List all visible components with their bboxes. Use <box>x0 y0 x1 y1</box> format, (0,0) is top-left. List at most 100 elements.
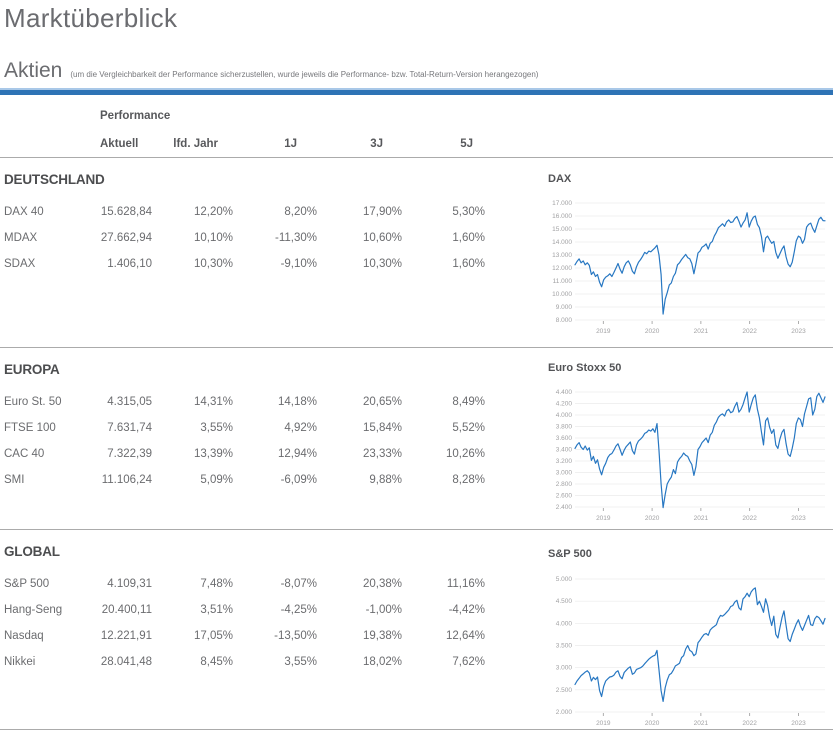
aktien-header: Aktien (um die Vergleichbarkeit der Perf… <box>4 58 833 84</box>
value-lfd-jahr: 8,45% <box>200 656 233 668</box>
value-aktuell: 11.106,24 <box>101 474 152 486</box>
value-1j: 8,20% <box>284 206 317 218</box>
index-name: SDAX <box>4 258 36 270</box>
svg-text:3.800: 3.800 <box>556 424 573 431</box>
section-rows: Euro St. 50 4.315,05 14,31% 14,18% 20,65… <box>4 389 548 493</box>
value-1j: 4,92% <box>284 422 317 434</box>
section-deutschland: DEUTSCHLAND DAX 40 15.628,84 12,20% 8,20… <box>0 158 833 348</box>
value-5j: 7,62% <box>452 656 485 668</box>
value-lfd-jahr: 5,09% <box>200 474 233 486</box>
value-lfd-jahr: 12,20% <box>193 206 233 218</box>
svg-text:4.200: 4.200 <box>556 401 573 408</box>
table-row: Nasdaq 12.221,91 17,05% -13,50% 19,38% 1… <box>4 623 548 649</box>
value-aktuell: 20.400,11 <box>101 604 152 616</box>
value-5j: 1,60% <box>452 258 485 270</box>
aktien-title: Aktien <box>4 59 63 82</box>
index-name: Nasdaq <box>4 630 44 642</box>
svg-text:2020: 2020 <box>645 515 660 522</box>
svg-text:2.600: 2.600 <box>556 493 573 500</box>
svg-text:2022: 2022 <box>742 515 757 522</box>
value-lfd-jahr: 3,55% <box>200 422 233 434</box>
value-1j: 12,94% <box>277 448 317 460</box>
table-row: SDAX 1.406,10 10,30% -9,10% 10,30% 1,60% <box>4 251 548 277</box>
svg-text:2022: 2022 <box>742 720 757 727</box>
column-group-label: Performance <box>100 110 171 122</box>
value-lfd-jahr: 14,31% <box>193 396 233 408</box>
value-1j: -8,07% <box>280 578 317 590</box>
value-1j: -13,50% <box>274 630 317 642</box>
value-5j: -4,42% <box>448 604 485 616</box>
chart-sp500: S&P 500 5.000 4.500 4.000 3.500 3.000 2.500 2.… <box>548 530 829 729</box>
value-lfd-jahr: 3,51% <box>200 604 233 616</box>
svg-text:2.000: 2.000 <box>556 709 573 716</box>
section-title: GLOBAL <box>4 544 60 559</box>
table-row: S&P 500 4.109,31 7,48% -8,07% 20,38% 11,… <box>4 571 548 597</box>
index-name: Euro St. 50 <box>4 396 62 408</box>
column-header-5j: 5J <box>460 137 473 150</box>
value-5j: 5,30% <box>452 206 485 218</box>
value-3j: 9,88% <box>369 474 402 486</box>
value-aktuell: 7.322,39 <box>107 448 152 460</box>
value-lfd-jahr: 7,48% <box>200 578 233 590</box>
table-row: SMI 11.106,24 5,09% -6,09% 9,88% 8,28% <box>4 467 548 493</box>
value-1j: -6,09% <box>280 474 317 486</box>
svg-text:15.000: 15.000 <box>552 226 572 233</box>
value-3j: 20,65% <box>362 396 402 408</box>
value-3j: 17,90% <box>362 206 402 218</box>
column-header-3j: 3J <box>370 137 383 150</box>
svg-text:12.000: 12.000 <box>552 265 572 272</box>
svg-text:2023: 2023 <box>791 720 806 727</box>
table-row: Hang-Seng 20.400,11 3,51% -4,25% -1,00% … <box>4 597 548 623</box>
value-3j: 23,33% <box>362 448 402 460</box>
chart-euro-stoxx-50: Euro Stoxx 50 4.400 4.200 4.000 3.800 3.600 3… <box>548 348 829 529</box>
value-3j: -1,00% <box>365 604 402 616</box>
table-row: DAX 40 15.628,84 12,20% 8,20% 17,90% 5,3… <box>4 199 548 225</box>
svg-text:3.000: 3.000 <box>556 470 573 477</box>
value-5j: 1,60% <box>452 232 485 244</box>
sp500-line-chart: 5.000 4.500 4.000 3.500 3.000 2.500 2.000 2019 2… <box>556 576 826 727</box>
value-1j: -4,25% <box>280 604 317 616</box>
value-1j: 14,18% <box>277 396 317 408</box>
svg-text:8.000: 8.000 <box>556 317 573 324</box>
svg-text:4.000: 4.000 <box>556 620 573 627</box>
aktien-note: (um die Vergleichbarkeit der Performance… <box>70 70 539 79</box>
svg-text:3.500: 3.500 <box>556 643 573 650</box>
accent-divider <box>0 88 833 95</box>
svg-text:4.500: 4.500 <box>556 598 573 605</box>
chart-dax: DAX 17.000 16.000 15.000 14.000 13.000 12.000… <box>548 158 829 347</box>
svg-text:10.000: 10.000 <box>552 291 572 298</box>
table-row: MDAX 27.662,94 10,10% -11,30% 10,60% 1,6… <box>4 225 548 251</box>
index-name: Hang-Seng <box>4 604 63 616</box>
column-header-lfd-jahr: lfd. Jahr <box>173 137 218 150</box>
value-5j: 5,52% <box>452 422 485 434</box>
svg-text:2021: 2021 <box>694 515 709 522</box>
value-aktuell: 27.662,94 <box>100 232 152 244</box>
svg-text:3.400: 3.400 <box>556 447 573 454</box>
table-row: FTSE 100 7.631,74 3,55% 4,92% 15,84% 5,5… <box>4 415 548 441</box>
svg-text:9.000: 9.000 <box>556 304 573 311</box>
table-row: Euro St. 50 4.315,05 14,31% 14,18% 20,65… <box>4 389 548 415</box>
table-row: Nikkei 28.041,48 8,45% 3,55% 18,02% 7,62… <box>4 649 548 675</box>
dax-line-chart: 17.000 16.000 15.000 14.000 13.000 12.000 11.0… <box>552 200 826 335</box>
index-name: Nikkei <box>4 656 36 668</box>
index-name: FTSE 100 <box>4 422 56 434</box>
svg-text:2.800: 2.800 <box>556 481 573 488</box>
value-lfd-jahr: 10,30% <box>193 258 233 270</box>
value-5j: 10,26% <box>445 448 485 460</box>
value-aktuell: 1.406,10 <box>107 258 152 270</box>
svg-text:4.000: 4.000 <box>556 412 573 419</box>
section-europa: EUROPA Euro St. 50 4.315,05 14,31% 14,18… <box>0 348 833 530</box>
chart-title: Euro Stoxx 50 <box>548 362 622 374</box>
column-header-aktuell: Aktuell <box>100 137 139 150</box>
svg-text:14.000: 14.000 <box>552 239 572 246</box>
svg-text:2021: 2021 <box>694 328 709 335</box>
value-aktuell: 7.631,74 <box>107 422 152 434</box>
value-3j: 18,02% <box>362 656 402 668</box>
value-aktuell: 12.221,91 <box>100 630 152 642</box>
column-header-1j: 1J <box>284 137 297 150</box>
value-aktuell: 15.628,84 <box>100 206 152 218</box>
svg-text:2021: 2021 <box>694 720 709 727</box>
value-3j: 20,38% <box>362 578 402 590</box>
page-title: Marktüberblick <box>4 3 178 33</box>
section-rows: S&P 500 4.109,31 7,48% -8,07% 20,38% 11,… <box>4 571 548 675</box>
